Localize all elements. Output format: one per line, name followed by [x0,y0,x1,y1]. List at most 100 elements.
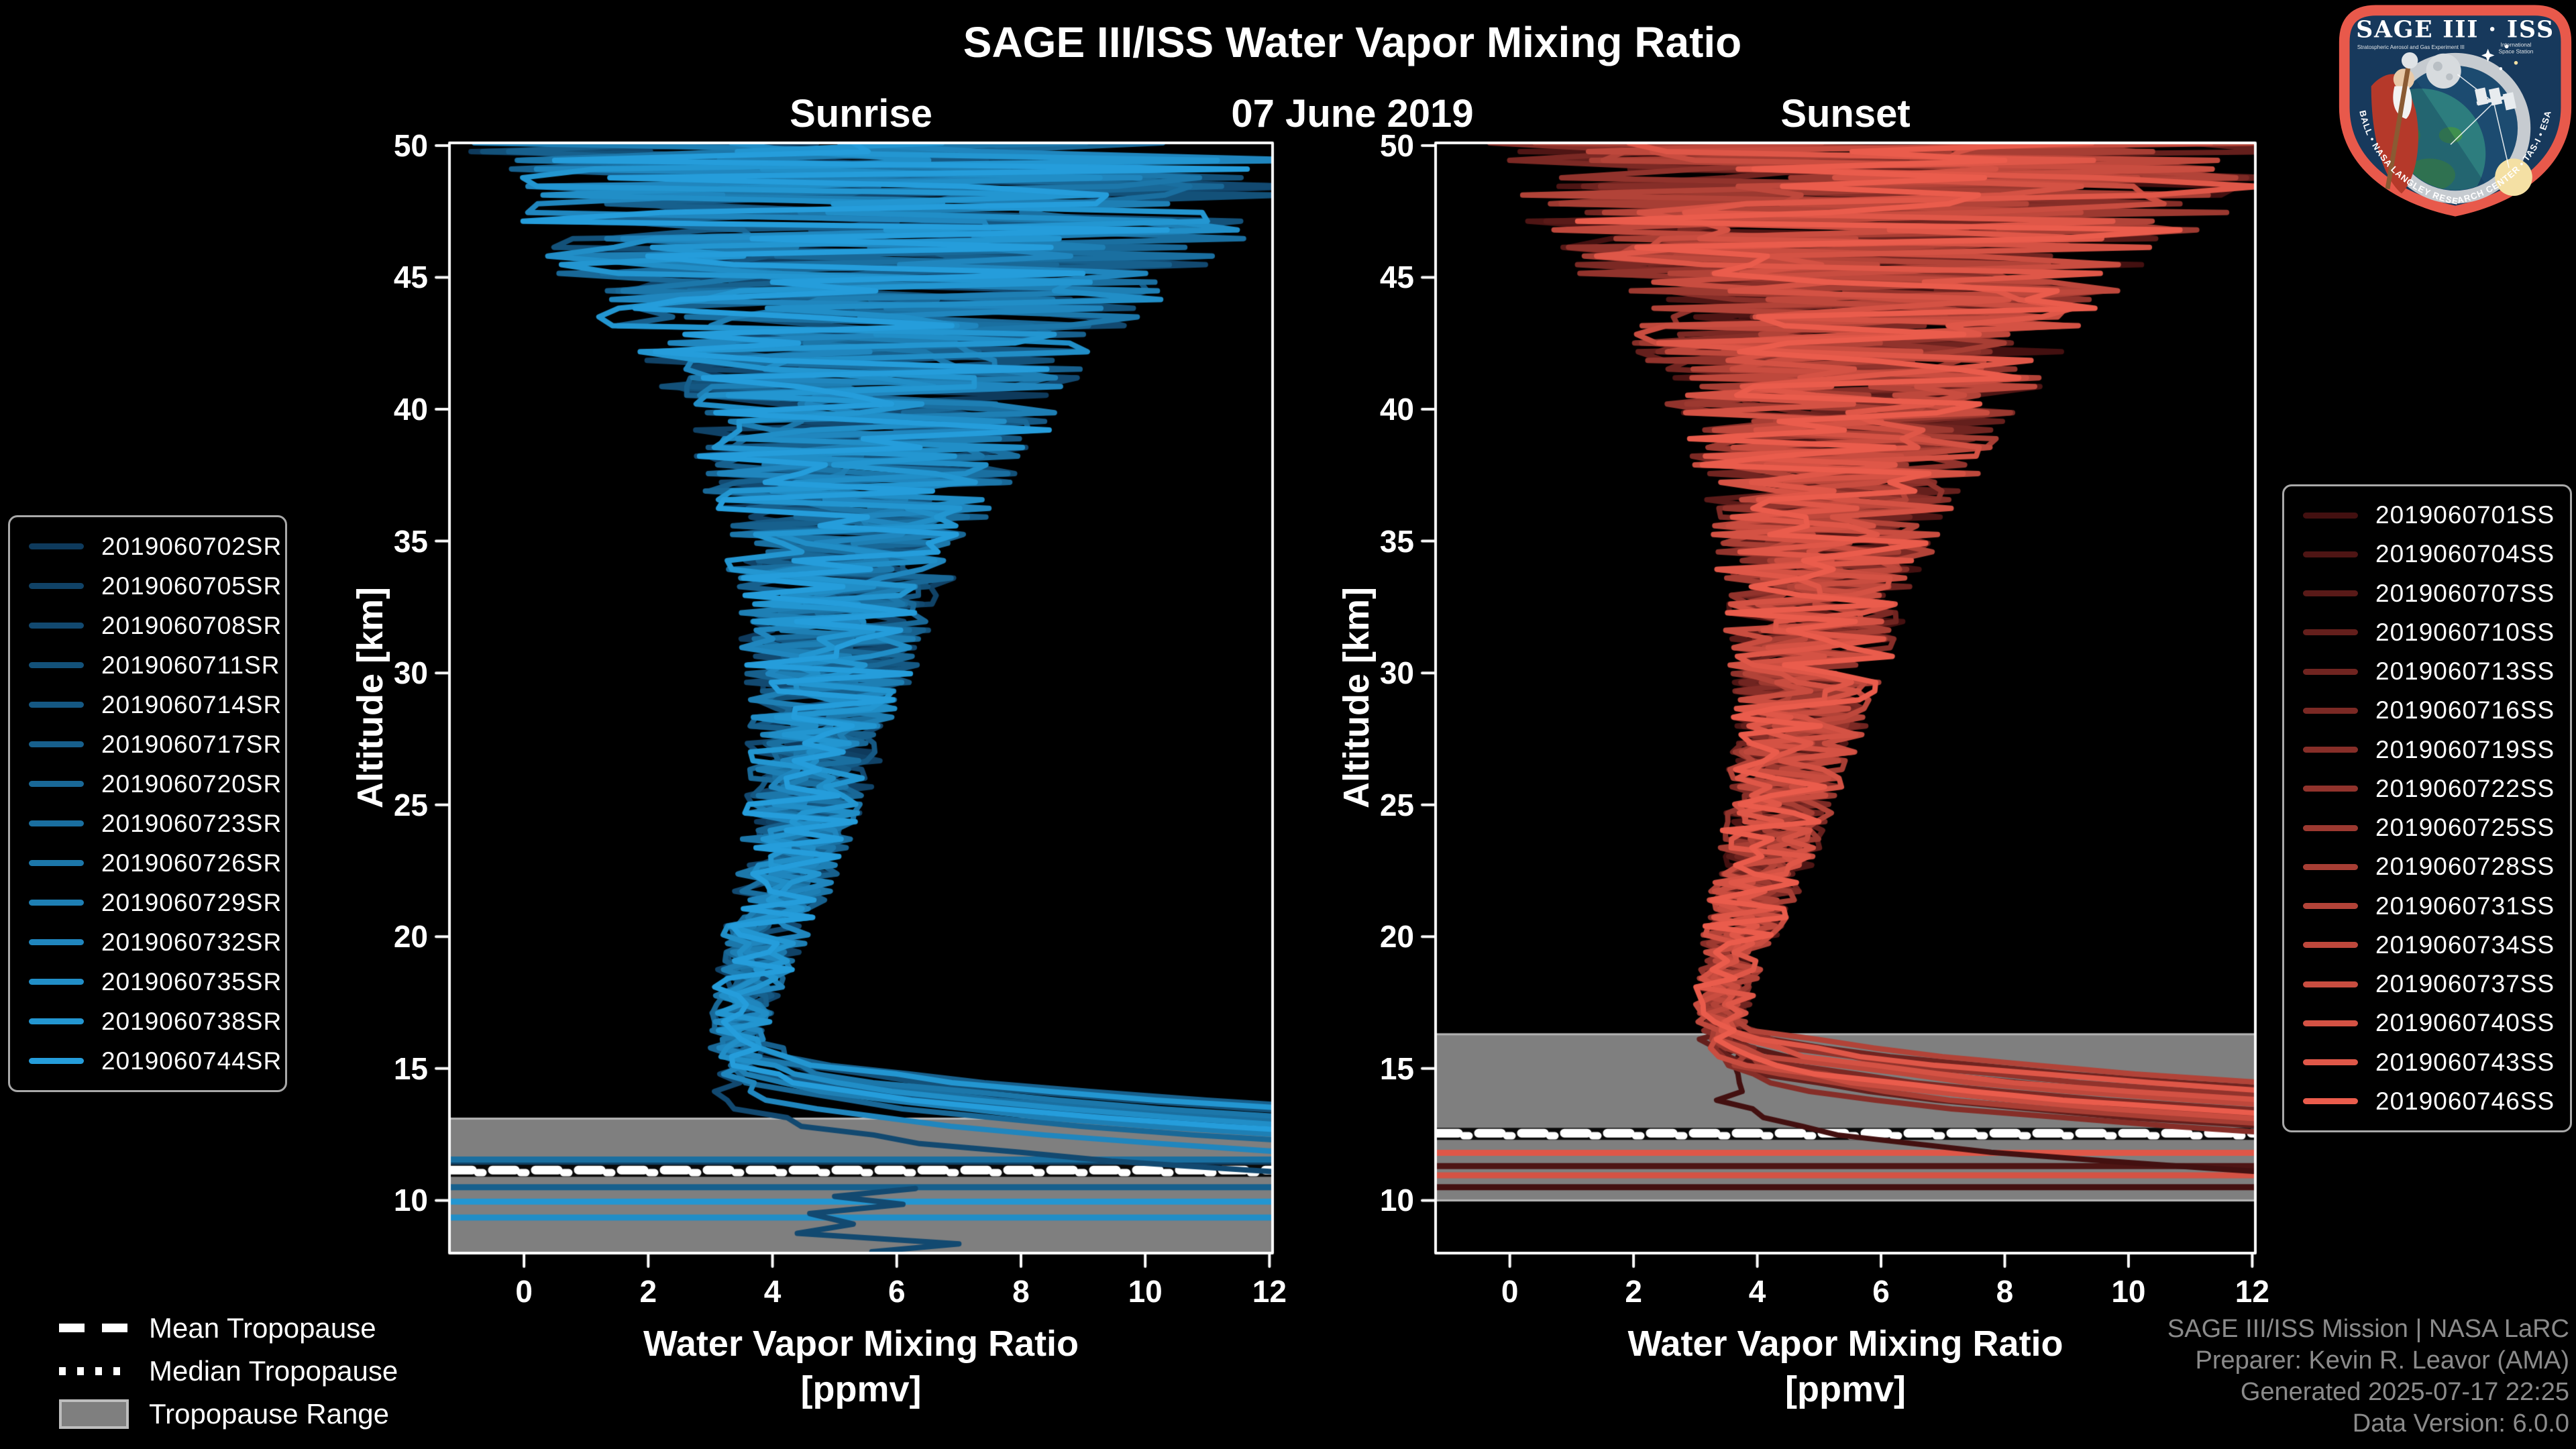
legend-event-label: 2019060717SR [101,730,282,758]
legend-line-swatch-icon [2303,863,2358,870]
legend-item: 2019060714SR [17,691,281,719]
legend-line-swatch-icon [2303,981,2358,987]
y-tick-label: 45 [1379,260,1414,295]
legend-event-label: 2019060701SS [2375,501,2555,529]
legend-line-swatch-icon [2303,824,2358,831]
observation-beams-icon [2450,74,2510,168]
panel-title-sunset: Sunset [1780,92,1911,136]
legend-event-label: 2019060704SS [2375,540,2555,568]
x-tick-label: 2 [1625,1274,1642,1309]
legend-item: 2019060725SS [2291,814,2563,842]
legend-item: 2019060734SS [2291,931,2563,959]
legend-item: 2019060735SR [17,968,281,996]
x-tick-label: 12 [1252,1274,1287,1309]
sun-icon [2495,158,2532,197]
legend-event-label: 2019060726SR [101,849,282,877]
legend-line-swatch-icon [29,939,84,945]
legend-line-swatch-icon [29,702,84,708]
x-tick-label: 8 [1996,1274,2014,1309]
legend-item: 2019060732SR [17,928,281,957]
legend-line-swatch-icon [29,662,84,668]
y-tick-label: 25 [393,787,428,822]
legend-line-swatch-icon [2303,903,2358,910]
attribution-mission: SAGE III/ISS Mission | NASA LaRC [2167,1315,2569,1343]
legend-event-label: 2019060744SR [101,1046,282,1075]
median-tropopause-label: Median Tropopause [149,1354,398,1387]
legend-item: 2019060701SS [2291,501,2563,529]
x-axis-units-sunset: [ppmv] [1785,1369,1906,1409]
legend-item: 2019060705SR [17,572,281,600]
stars-icon [2481,44,2518,70]
legend-event-label: 2019060743SS [2375,1048,2555,1076]
x-tick-label: 8 [1012,1274,1030,1309]
legend-event-label: 2019060708SR [101,611,282,639]
legend-item: 2019060738SR [17,1008,281,1036]
legend-event-label: 2019060735SR [101,967,282,996]
patch-subtitle-left: Stratospheric Aerosol and Gas Experiment… [2357,44,2465,50]
iss-icon [2474,87,2517,111]
legend-line-swatch-icon [2303,942,2358,949]
legend-line-swatch-icon [29,543,84,549]
x-tick-label: 0 [1501,1274,1519,1309]
legend-event-label: 2019060732SR [101,928,282,956]
legend-event-label: 2019060711SR [101,651,280,679]
y-tick-label: 15 [1379,1051,1414,1086]
legend-event-label: 2019060746SS [2375,1087,2555,1115]
legend-line-swatch-icon [29,583,84,589]
attribution-preparer: Preparer: Kevin R. Leavor (AMA) [2195,1346,2569,1375]
legend-item: 2019060743SS [2291,1049,2563,1077]
x-tick-label: 6 [1872,1274,1890,1309]
legend-event-label: 2019060740SS [2375,1009,2555,1037]
x-axis-units-sunrise: [ppmv] [800,1369,922,1409]
date-subtitle: 07 June 2019 [1231,92,1474,136]
legend-item: 2019060707SS [2291,580,2563,608]
legend-item: 2019060729SR [17,889,281,917]
legend-item: 2019060744SR [17,1047,281,1075]
legend-item: 2019060702SR [17,533,281,561]
legend-line-swatch-icon [29,979,84,985]
patch-subtitle-right-1: International [2501,41,2532,48]
legend-item: 2019060710SS [2291,619,2563,647]
legend-line-swatch-icon [29,1058,84,1064]
y-axis-label-sunrise: Altitude [km] [350,587,390,808]
legend-item: 2019060722SS [2291,775,2563,803]
x-tick-label: 4 [1748,1274,1766,1309]
y-tick-label: 35 [393,523,428,559]
mean-tropopause-label: Mean Tropopause [149,1311,376,1344]
legend-event-label: 2019060737SS [2375,970,2555,998]
moon-crater-icon [2446,73,2453,80]
legend-item: 2019060728SS [2291,853,2563,881]
panel-title-sunrise: Sunrise [790,92,932,136]
legend-line-swatch-icon [29,900,84,906]
mean-tropopause-legend-item: Mean Tropopause [59,1312,398,1344]
legend-item: 2019060731SS [2291,892,2563,920]
x-tick-label: 6 [888,1274,906,1309]
legend-line-swatch-icon [2303,512,2358,519]
legend-event-label: 2019060719SS [2375,735,2555,763]
y-tick-label: 20 [393,919,428,955]
patch-title: SAGE III · ISS [2356,15,2555,43]
y-tick-label: 35 [1379,523,1414,559]
y-tick-label: 25 [1379,787,1414,822]
legend-item: 2019060717SR [17,731,281,759]
legend-item: 2019060746SS [2291,1087,2563,1116]
x-tick-label: 0 [515,1274,533,1309]
y-tick-label: 40 [1379,392,1414,427]
legend-line-swatch-icon [29,860,84,866]
dotted-line-swatch-icon [59,1366,129,1375]
moon-crater-icon [2432,61,2443,71]
legend-item: 2019060719SS [2291,736,2563,764]
y-axis-label-sunset: Altitude [km] [1336,587,1377,808]
legend-event-label: 2019060713SS [2375,657,2555,686]
attribution-block: SAGE III/ISS Mission | NASA LaRC Prepare… [2167,1313,2569,1440]
tropopause-legend: Mean Tropopause Median Tropopause Tropop… [59,1312,398,1430]
y-tick-label: 10 [1379,1183,1414,1218]
legend-line-swatch-icon [2303,1098,2358,1105]
legend-line-swatch-icon [29,741,84,747]
legend-event-label: 2019060728SS [2375,853,2555,881]
attribution-data-version: Data Version: 6.0.0 [2352,1409,2569,1438]
page-title: SAGE III/ISS Water Vapor Mixing Ratio [963,18,1742,66]
legend-event-label: 2019060734SS [2375,930,2555,959]
attribution-generated: Generated 2025-07-17 22:25 [2240,1378,2569,1407]
